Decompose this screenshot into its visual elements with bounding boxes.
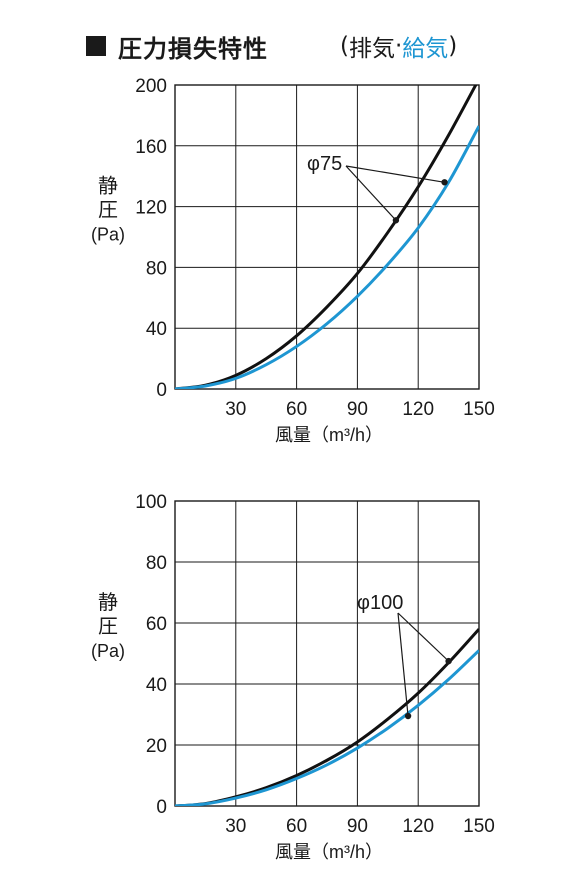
chart-1-y-axis-label: 静 [98, 175, 118, 198]
chart-2-x-tick-label: 120 [402, 816, 434, 837]
chart-1-leader-line [345, 165, 397, 221]
chart-1-y-axis-label: (Pa) [91, 225, 125, 245]
title-supply-label: 給気 [402, 36, 449, 62]
chart-1-diameter-annotation: φ75 [307, 153, 342, 175]
chart-1-exhaust-marker-point [392, 217, 400, 224]
title-separator: · [394, 33, 403, 59]
chart-2-diameter-annotation: φ100 [357, 592, 403, 614]
chart-2-y-axis-label: (Pa) [91, 641, 125, 661]
chart-2-exhaust-marker-point [445, 657, 452, 665]
chart-2-x-axis-label: 風量（m³/h） [275, 842, 383, 862]
chart-2-plot-frame [174, 500, 480, 807]
chart-2-y-tick-label: 100 [135, 492, 167, 513]
chart-1-x-tick-label: 30 [225, 399, 246, 420]
chart-1-y-tick-label: 160 [135, 137, 167, 158]
chart-1-x-tick-label: 150 [463, 399, 495, 420]
chart-1-x-tick-label: 90 [347, 399, 368, 420]
chart-2-y-tick-label: 0 [156, 797, 167, 818]
chart-1-y-tick-label: 80 [146, 258, 167, 279]
chart-2-leader-line [397, 612, 409, 717]
chart-1-y-tick-label: 200 [135, 76, 167, 97]
title-paren-open: ( [340, 33, 349, 59]
title-exhaust-label: 排気 [348, 36, 395, 62]
chart-1-y-tick-label: 0 [156, 380, 167, 401]
chart-2-supply-marker-point [404, 712, 412, 720]
chart-2-y-axis-label: 圧 [98, 616, 118, 638]
chart-1-y-tick-label: 120 [135, 198, 167, 219]
chart-1-supply-marker-point [441, 179, 448, 186]
chart-2-leader-line [397, 612, 450, 662]
title-subtitle: ( 排気 · 給気 ) [340, 28, 457, 64]
title-paren-close: ) [448, 33, 458, 59]
chart-2-supply-series-line [175, 649, 479, 806]
chart-1-x-tick-label: 120 [402, 399, 434, 420]
chart-2-y-tick-label: 40 [146, 675, 167, 696]
chart-2-x-tick-label: 90 [347, 816, 368, 837]
chart-1-plot-frame [174, 84, 480, 390]
chart-1-x-tick-label: 60 [286, 399, 307, 420]
chart-1-y-axis-label: 圧 [98, 200, 118, 222]
chart-1-y-tick-label: 40 [146, 319, 167, 340]
chart-2-x-tick-label: 30 [225, 816, 246, 837]
chart-1-leader-line [345, 165, 445, 183]
chart-2-y-tick-label: 80 [146, 553, 167, 574]
chart-1-x-axis-label: 風量（m³/h） [275, 425, 383, 445]
chart-1-supply-series-line [175, 125, 479, 389]
chart-2-x-tick-label: 60 [286, 816, 307, 837]
chart-2-x-tick-label: 150 [463, 816, 495, 837]
title-main: 圧力損失特性 [118, 34, 268, 63]
chart-2-y-tick-label: 60 [146, 614, 167, 635]
chart-1-exhaust-series-line [175, 85, 478, 389]
chart-title: 圧力損失特性 [86, 28, 268, 64]
chart-2-y-axis-label: 静 [98, 591, 118, 614]
chart-2-exhaust-series-line [175, 628, 479, 806]
chart-2-y-tick-label: 20 [146, 736, 167, 757]
title-square-bullet-icon [86, 36, 106, 56]
